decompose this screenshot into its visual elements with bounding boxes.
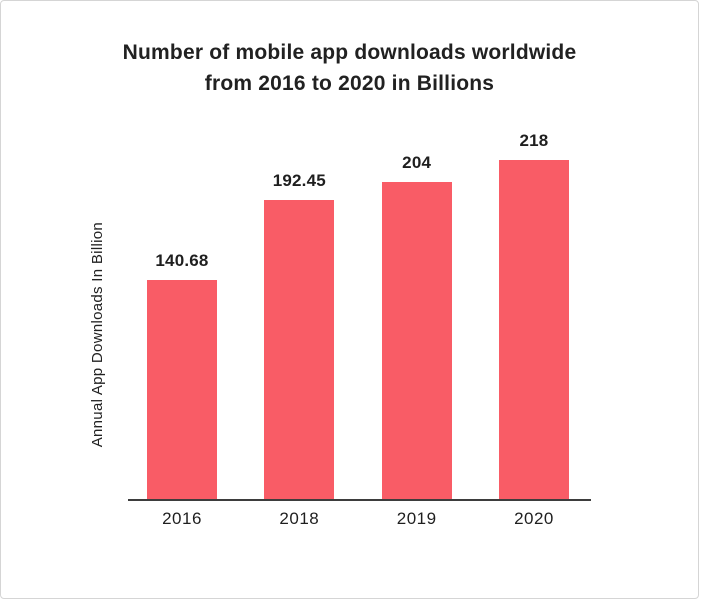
bar-column: 192.45 bbox=[264, 171, 335, 499]
x-tick-label: 2016 bbox=[162, 509, 202, 528]
bar bbox=[498, 160, 569, 499]
chart-title: Number of mobile app downloads worldwide… bbox=[1, 37, 698, 99]
plot-area: 140.68 192.45 204 218 bbox=[128, 129, 591, 501]
y-axis-label: Annual App Downloads In Billion bbox=[88, 222, 106, 448]
bar-value-label: 192.45 bbox=[272, 171, 326, 190]
x-tick-label: 2020 bbox=[514, 509, 554, 528]
bar-value-label: 204 bbox=[402, 153, 432, 172]
chart-title-line-2: from 2016 to 2020 in Billions bbox=[204, 72, 495, 95]
chart-body: Annual App Downloads In Billion 140.68 19… bbox=[1, 129, 698, 501]
bar bbox=[147, 280, 217, 499]
bar-column: 204 bbox=[381, 153, 452, 499]
x-axis-tick-labels: 2016 2018 2019 2020 bbox=[128, 509, 591, 529]
bar-column: 140.68 bbox=[147, 251, 217, 499]
y-axis-label-wrap: Annual App Downloads In Billion bbox=[73, 129, 121, 501]
x-tick-label: 2018 bbox=[279, 509, 320, 528]
chart-title-line-1: Number of mobile app downloads worldwide bbox=[122, 41, 577, 64]
bar-value-label: 140.68 bbox=[155, 251, 209, 270]
x-tick-label: 2019 bbox=[396, 509, 437, 528]
bar bbox=[381, 182, 452, 499]
bar-column: 218 bbox=[498, 131, 569, 499]
bar bbox=[264, 200, 335, 499]
bar-value-label: 218 bbox=[519, 131, 549, 150]
